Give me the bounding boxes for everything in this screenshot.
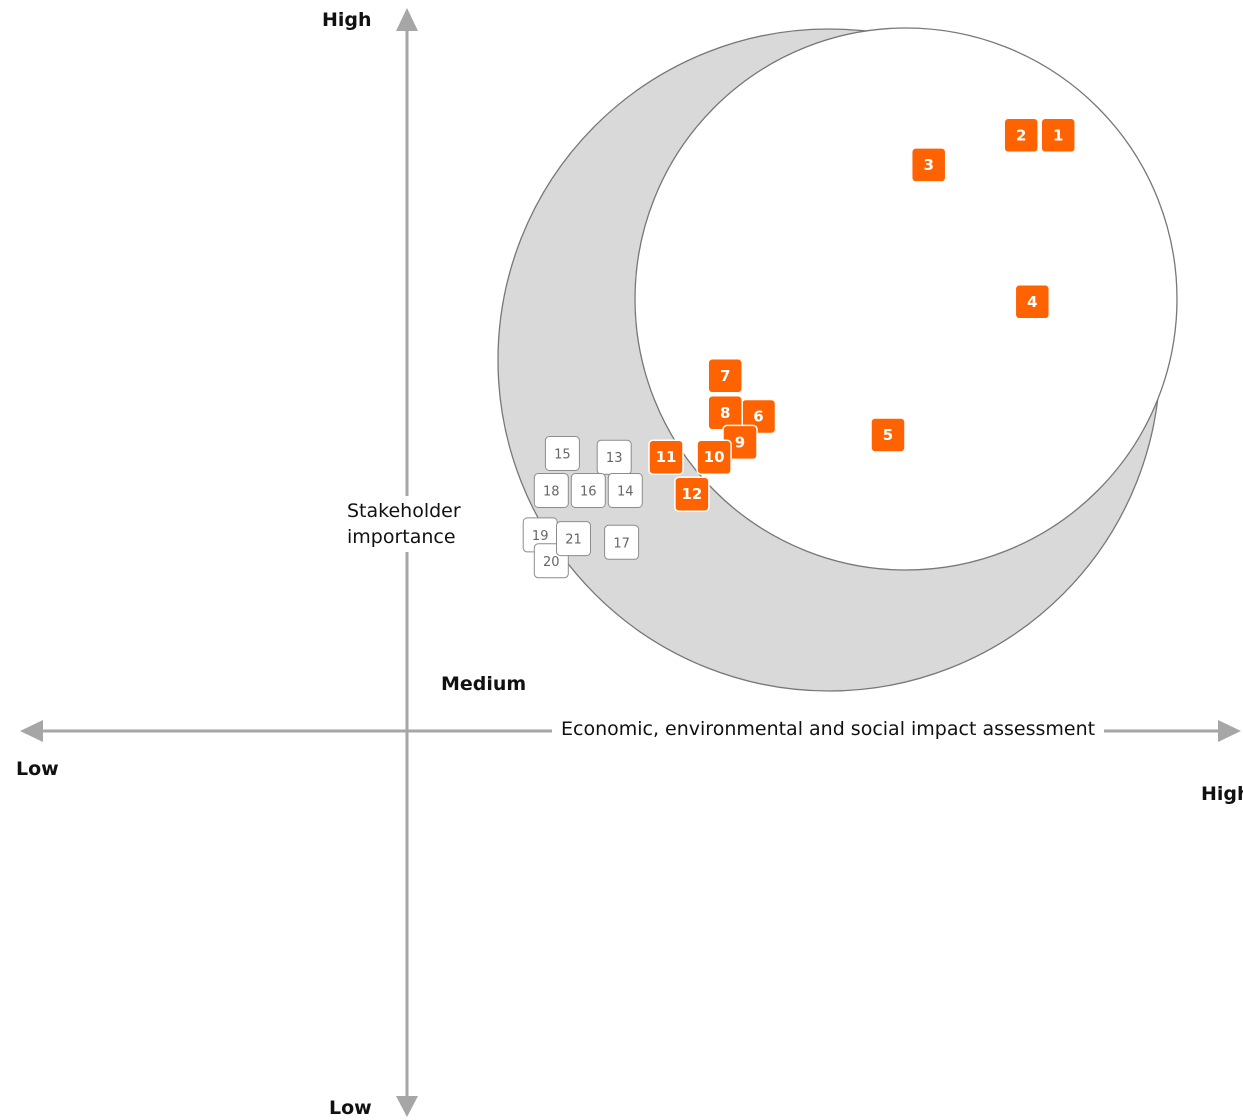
data-point-marker [604,524,640,560]
data-point-marker [648,439,684,475]
data-point-marker [674,476,710,512]
data-point-5: 5 [870,417,906,453]
y-axis-title-line2: importance [347,526,456,548]
y-axis-title-line1: Stakeholder [347,500,461,522]
data-point-2: 2 [1003,117,1039,154]
data-point-1: 1 [1040,117,1076,154]
data-point-11: 11 [648,439,684,475]
data-point-label: 5 [883,426,893,444]
data-point-marker [870,417,906,453]
data-point-label: 7 [720,367,730,385]
data-point-label: 12 [681,485,702,503]
data-point-18: 18 [533,473,569,508]
data-point-label: 16 [580,485,597,500]
materiality-shapes [497,27,1178,692]
data-point-label: 6 [753,408,763,426]
data-point-marker [1040,117,1076,154]
data-point-13: 13 [596,439,632,475]
data-point-label: 10 [704,448,725,466]
data-point-marker [707,358,743,394]
y-axis-up-arrow [396,8,418,31]
data-point-marker [607,473,643,508]
data-point-7: 7 [707,358,743,394]
x-axis-low-label: Low [16,758,59,780]
data-point-label: 9 [735,433,745,451]
y-axis-high-label: High [322,9,372,31]
data-point-marker [696,439,732,475]
y-axis-down-arrow [396,1096,418,1117]
data-point-marker [533,473,569,508]
data-point-label: 17 [613,536,630,551]
data-point-17: 17 [604,524,640,560]
data-point-label: 4 [1027,293,1037,311]
data-point-label: 20 [543,555,560,570]
data-point-label: 2 [1016,126,1026,144]
x-axis-high-label: High [1201,783,1243,805]
x-axis-right-arrow [1218,720,1241,742]
x-axis-left-arrow [20,720,43,742]
data-point-label: 11 [656,448,677,466]
data-point-15: 15 [544,436,580,471]
data-point-label: 18 [543,485,560,500]
data-point-label: 15 [554,448,571,463]
data-point-3: 3 [910,147,947,183]
data-point-4: 4 [1014,284,1051,320]
data-point-label: 19 [532,529,549,544]
x-axis-title: Economic, environmental and social impac… [552,716,1105,742]
data-point-marker [1003,117,1039,154]
data-point-marker [910,147,947,183]
data-point-marker [1014,284,1051,320]
data-point-label: 1 [1053,126,1063,144]
medium-label: Medium [441,673,527,695]
data-point-label: 13 [606,451,623,466]
data-point-16: 16 [570,473,606,508]
high-zone-circle [634,27,1178,571]
data-point-label: 8 [720,404,730,422]
data-point-label: 3 [923,156,933,174]
data-point-14: 14 [607,473,643,508]
data-point-8: 8 [707,395,743,431]
data-point-marker [544,436,580,471]
data-point-marker [570,473,606,508]
y-axis-low-label: Low [329,1097,372,1119]
data-point-10: 10 [696,439,732,475]
data-point-marker [556,521,591,557]
data-point-label: 14 [617,485,634,500]
data-point-label: 21 [565,533,582,548]
data-point-21: 21 [556,521,591,557]
y-axis-title: Stakeholder importance [347,496,471,552]
data-point-12: 12 [674,476,710,512]
